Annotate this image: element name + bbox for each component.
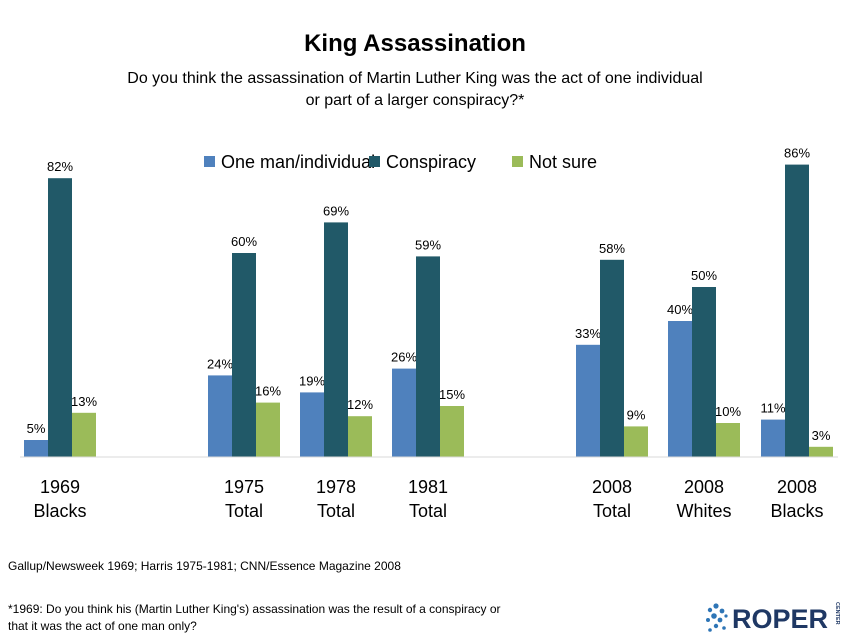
bar-one-man-individual-4 <box>576 344 600 457</box>
x-tick-label-year: 1975 <box>224 477 264 497</box>
logo-dots-icon <box>706 603 728 632</box>
logo-dot <box>717 617 723 623</box>
footnote-line-1: *1969: Do you think his (Martin Luther K… <box>8 602 501 616</box>
bar-not-sure-3 <box>440 406 464 457</box>
data-label: 24% <box>207 356 233 371</box>
x-tick-label-group: Whites <box>676 501 731 521</box>
x-tick-label-year: 1969 <box>40 477 80 497</box>
bar-conspiracy-2 <box>324 222 348 457</box>
data-label: 12% <box>347 397 373 412</box>
data-label: 40% <box>667 302 693 317</box>
legend-label: One man/individual <box>221 152 375 172</box>
data-label: 16% <box>255 384 281 399</box>
bar-one-man-individual-2 <box>300 392 324 457</box>
logo-dot <box>713 603 719 609</box>
data-label: 50% <box>691 268 717 283</box>
subtitle-line-1: Do you think the assassination of Martin… <box>127 70 703 87</box>
bar-conspiracy-0 <box>48 178 72 457</box>
logo-dot <box>711 613 717 619</box>
chart-title: King Assassination <box>304 30 526 57</box>
data-label: 10% <box>715 404 741 419</box>
x-tick-label-year: 2008 <box>592 477 632 497</box>
data-label: 19% <box>299 373 325 388</box>
legend-label: Not sure <box>529 152 597 172</box>
x-tick-label-year: 1981 <box>408 477 448 497</box>
logo-side-text: CENTER <box>834 602 840 625</box>
legend-swatch <box>204 156 215 167</box>
data-label: 26% <box>391 350 417 365</box>
bar-one-man-individual-5 <box>668 321 692 457</box>
data-label: 69% <box>323 203 349 218</box>
legend-swatch <box>369 156 380 167</box>
bar-conspiracy-5 <box>692 287 716 457</box>
bar-one-man-individual-1 <box>208 375 232 457</box>
logo-dot <box>713 623 719 629</box>
data-label: 33% <box>575 326 601 341</box>
legend-swatch <box>512 156 523 167</box>
data-label: 5% <box>27 421 46 436</box>
logo-dot <box>722 626 726 630</box>
x-tick-label-year: 1978 <box>316 477 356 497</box>
data-label: 58% <box>599 241 625 256</box>
logo-dot <box>707 607 713 613</box>
x-tick-label-group: Total <box>593 501 631 521</box>
legend-label: Conspiracy <box>386 152 476 172</box>
data-label: 11% <box>760 401 785 416</box>
data-label: 3% <box>812 428 831 443</box>
logo-text: ROPER <box>732 604 828 634</box>
x-tick-label-group: Total <box>409 501 447 521</box>
bar-not-sure-5 <box>716 423 740 457</box>
legend: One man/individual Conspiracy Not sure <box>204 152 597 172</box>
x-axis-labels: 1969 Blacks 1975 Total 1978 Total 1981 Total 200… <box>33 477 823 521</box>
bar-one-man-individual-6 <box>761 419 785 457</box>
bar-not-sure-1 <box>256 402 280 457</box>
data-label: 59% <box>415 237 441 252</box>
bar-one-man-individual-3 <box>392 368 416 457</box>
bar-one-man-individual-0 <box>24 440 48 457</box>
x-tick-label-group: Blacks <box>770 501 823 521</box>
logo-dot <box>724 614 728 618</box>
bar-chart: One man/individual Conspiracy Not sure 5% 8… <box>20 146 838 521</box>
logo-dot <box>706 618 710 622</box>
bar-conspiracy-1 <box>232 253 256 457</box>
roper-center-logo: ROPER CENTER <box>706 602 840 634</box>
data-label: 86% <box>784 146 810 161</box>
source-note: Gallup/Newsweek 1969; Harris 1975-1981; … <box>8 559 401 573</box>
bar-not-sure-4 <box>624 426 648 457</box>
data-label: 13% <box>71 394 97 409</box>
footnote-line-2: that it was the act of one man only? <box>8 619 197 633</box>
chart-subtitle: Do you think the assassination of Martin… <box>0 68 830 112</box>
footnote: *1969: Do you think his (Martin Luther K… <box>8 601 608 635</box>
data-label: 9% <box>627 407 646 422</box>
bar-not-sure-2 <box>348 416 372 457</box>
x-tick-label-group: Total <box>317 501 355 521</box>
x-tick-label-group: Total <box>225 501 263 521</box>
x-tick-label-year: 2008 <box>777 477 817 497</box>
x-tick-label-group: Blacks <box>33 501 86 521</box>
logo-dot <box>719 608 725 614</box>
bar-not-sure-6 <box>809 446 833 457</box>
bar-not-sure-0 <box>72 412 96 457</box>
bar-group: 5% 82% 13% 24% 60% 16% 19% 69% 12% 26% 59% 15% 33% 58… <box>24 146 833 457</box>
x-tick-label-year: 2008 <box>684 477 724 497</box>
subtitle-line-2: or part of a larger conspiracy?* <box>305 92 525 109</box>
bar-conspiracy-3 <box>416 256 440 457</box>
bar-conspiracy-4 <box>600 259 624 457</box>
data-label: 82% <box>47 159 73 174</box>
data-label: 15% <box>439 387 465 402</box>
data-label: 60% <box>231 234 257 249</box>
logo-dot <box>708 628 712 632</box>
bar-conspiracy-6 <box>785 164 809 457</box>
